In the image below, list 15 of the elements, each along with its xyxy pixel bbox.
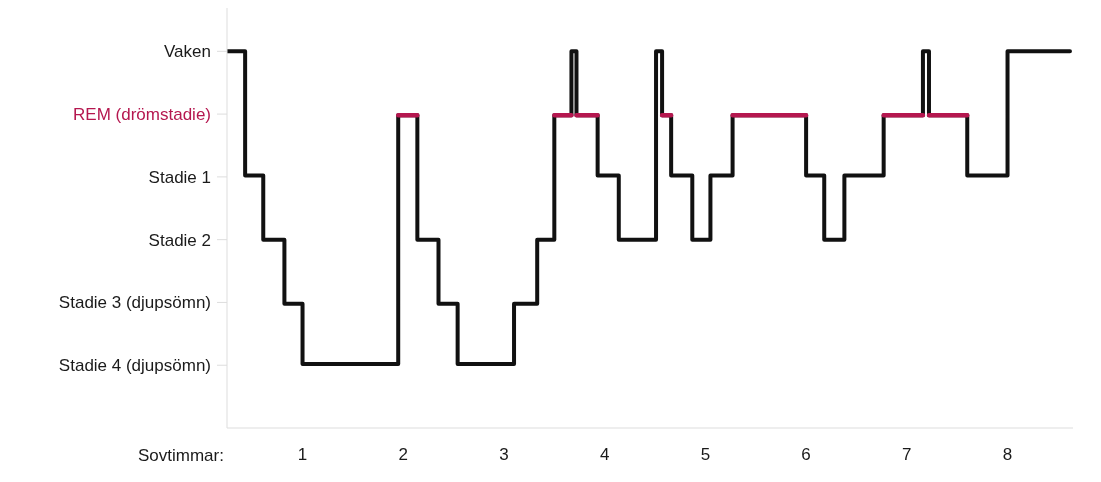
x-tick-label: 7: [902, 445, 912, 465]
x-tick-label: 3: [499, 445, 509, 465]
text: Vaken: [164, 42, 211, 62]
x-tick-label: 6: [801, 445, 811, 465]
text: Stadie 3 (djupsömn): [58, 293, 211, 313]
x-tick-label: 4: [599, 445, 610, 465]
x-tick-label: 8: [1002, 445, 1013, 465]
x-tick-label: 1: [297, 445, 308, 465]
text: REM (drömstadie): [73, 105, 211, 125]
x-tick-label: 2: [398, 445, 408, 465]
x-tick-label: 5: [700, 445, 711, 465]
text: Stadie 2: [148, 230, 211, 250]
text: Stadie 4 (djupsömn): [58, 356, 211, 376]
x-axis-title: Sovtimmar:: [138, 446, 224, 466]
text: Stadie 1: [148, 167, 211, 187]
